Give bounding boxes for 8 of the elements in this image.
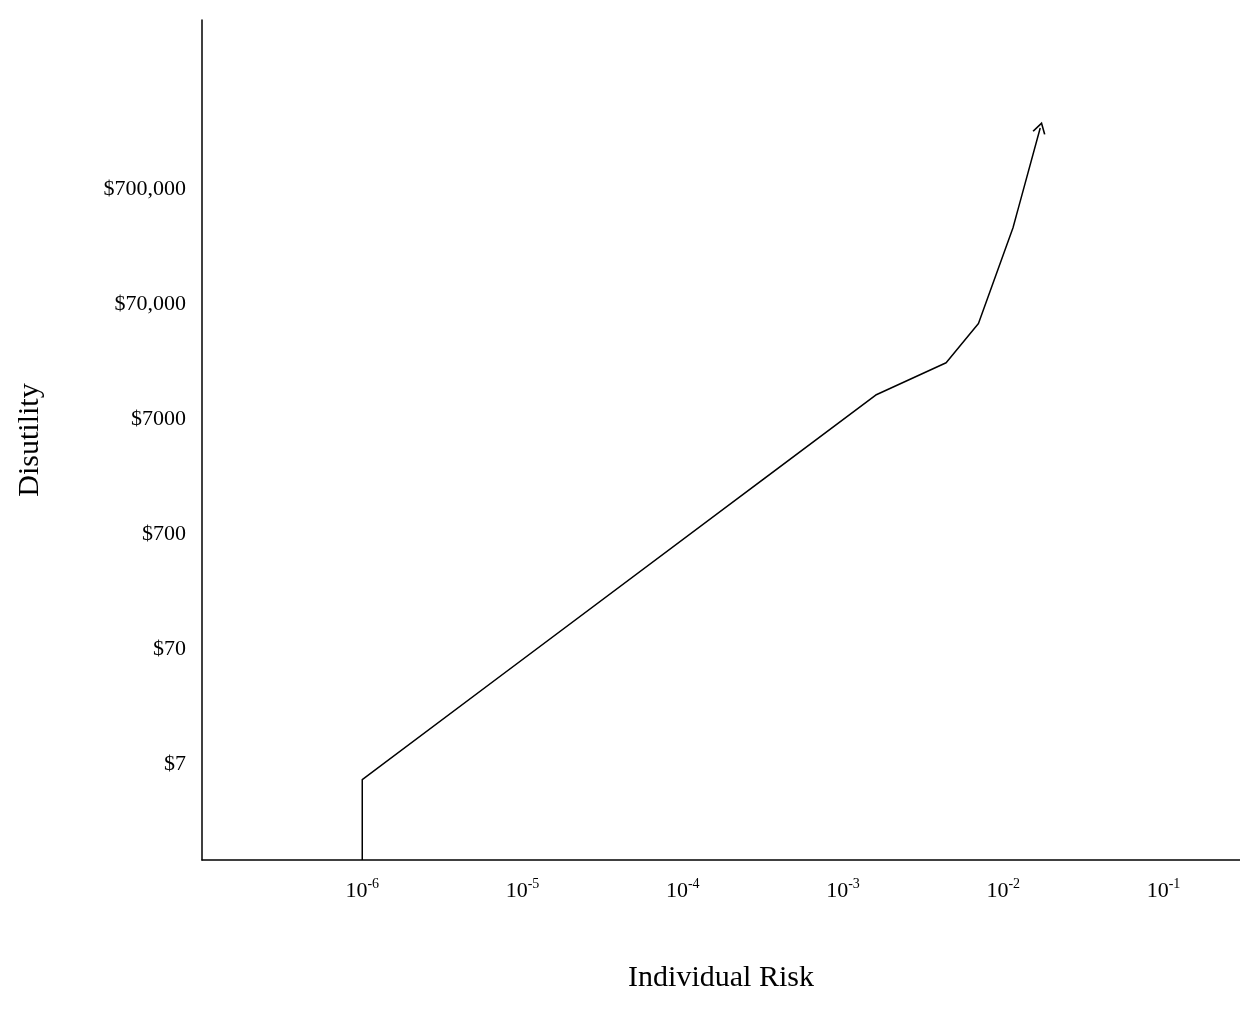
x-axis-title: Individual Risk [628,958,814,992]
y-tick-label: $700,000 [103,175,186,201]
y-tick-label: $70,000 [114,290,186,316]
y-tick-label: $70 [153,635,186,661]
y-axis-title: Disutility [10,383,44,497]
y-tick-label: $7 [164,750,186,776]
y-tick-label: $700 [142,520,186,546]
y-tick-label: $7000 [131,405,186,431]
